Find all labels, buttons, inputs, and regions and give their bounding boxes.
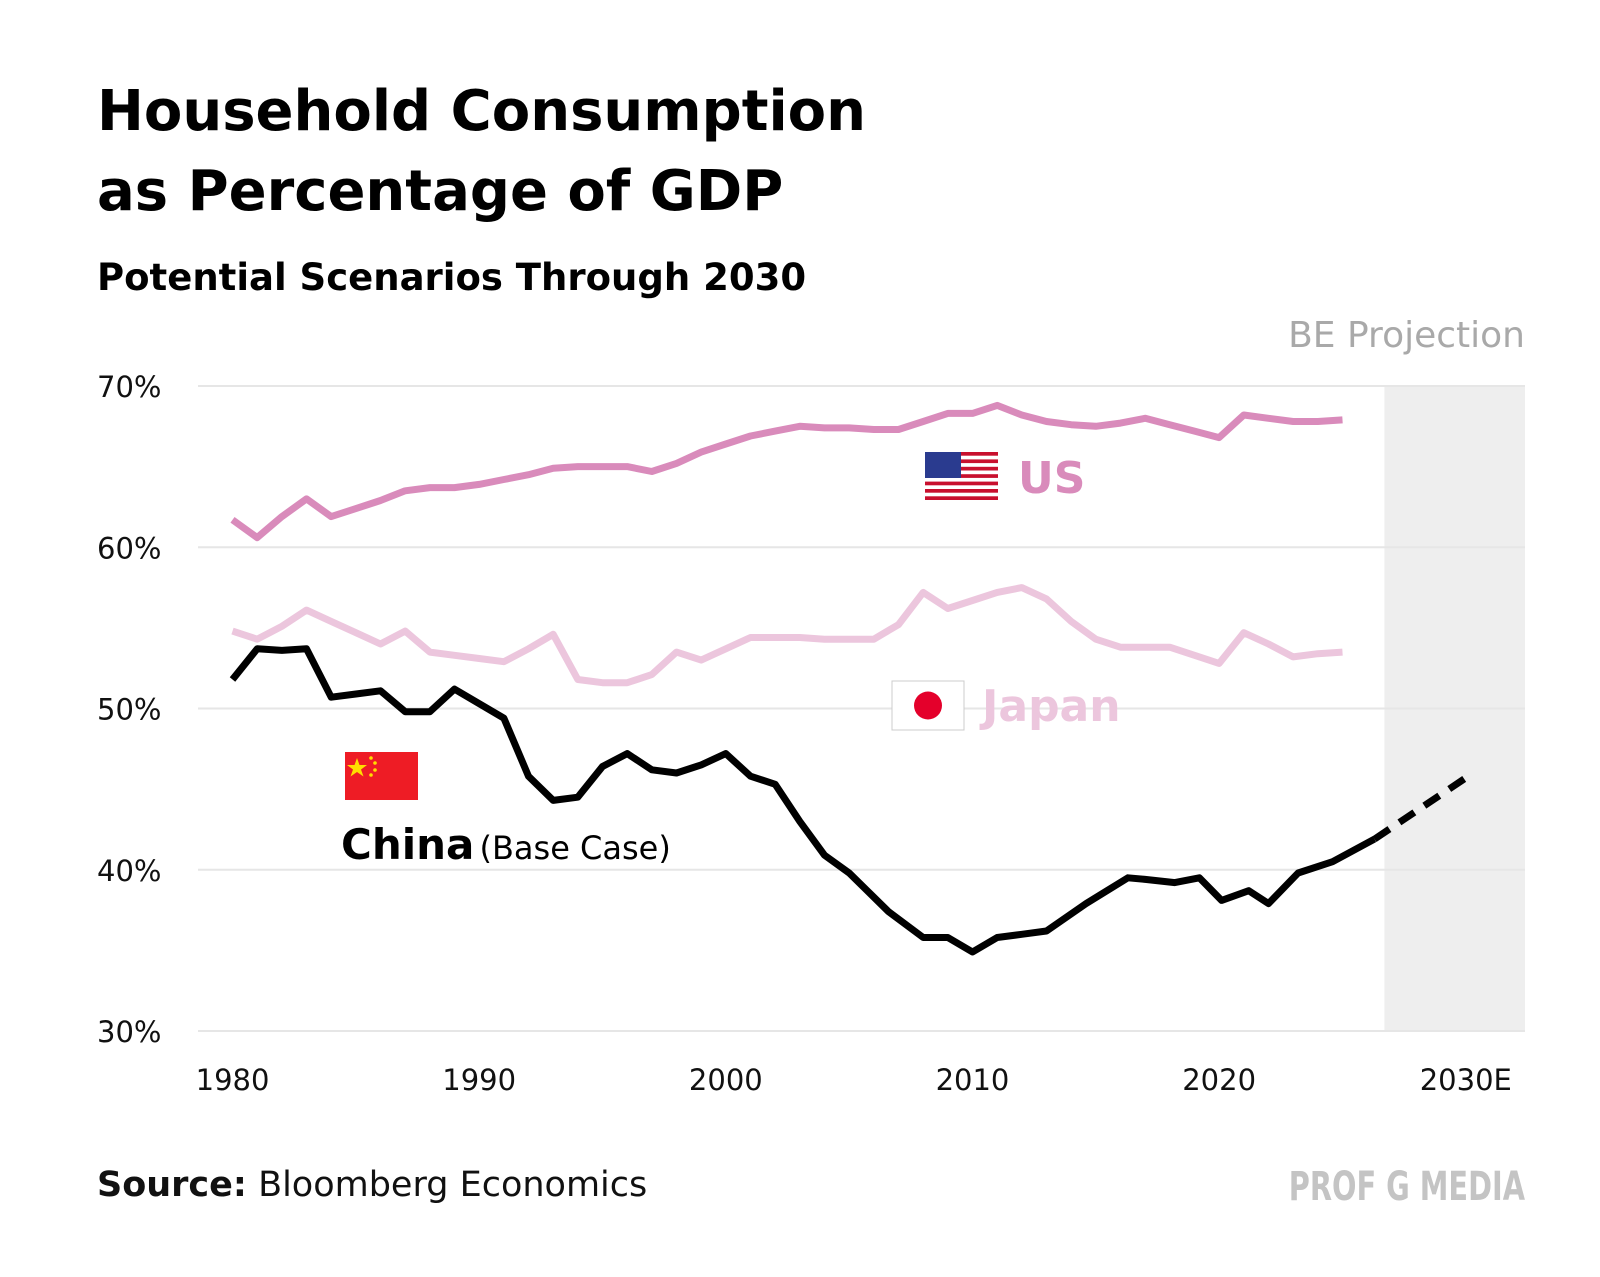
y-tick-label: 30%	[97, 1015, 161, 1049]
x-tick-label: 1990	[442, 1063, 516, 1097]
x-tick-label: 1980	[196, 1063, 270, 1097]
projection-line	[1372, 773, 1471, 843]
china-flag	[345, 752, 418, 800]
y-tick-label: 70%	[97, 370, 161, 404]
chart-subtitle: Potential Scenarios Through 2030	[97, 256, 806, 299]
china-name: China	[341, 820, 474, 869]
china-note: (Base Case)	[479, 829, 670, 867]
series-line	[229, 645, 1377, 956]
series-line	[230, 401, 1343, 542]
us-flag	[925, 452, 998, 500]
china-label: China (Base Case)	[341, 820, 671, 869]
projection-label: BE Projection	[1288, 315, 1525, 356]
series-line	[231, 584, 1343, 687]
brand: PROF G MEDIA	[1289, 1162, 1526, 1209]
x-tick-label: 2020	[1182, 1063, 1256, 1097]
y-tick-label: 50%	[97, 693, 161, 727]
japan-flag	[891, 680, 965, 731]
source-label: Source:	[97, 1165, 247, 1205]
japan-label: Japan	[979, 681, 1121, 732]
chart-title: as Percentage of GDP	[97, 159, 783, 224]
y-tick-label: 60%	[97, 531, 161, 565]
chart-title: Household Consumption	[97, 79, 866, 144]
y-tick-label: 40%	[97, 854, 161, 888]
x-tick-label: 2030E	[1420, 1063, 1512, 1097]
x-tick-label: 2010	[936, 1063, 1010, 1097]
source-text: Bloomberg Economics	[258, 1165, 647, 1205]
x-tick-label: 2000	[689, 1063, 763, 1097]
us-label: US	[1018, 453, 1085, 504]
source: Source: Bloomberg Economics	[97, 1165, 647, 1205]
